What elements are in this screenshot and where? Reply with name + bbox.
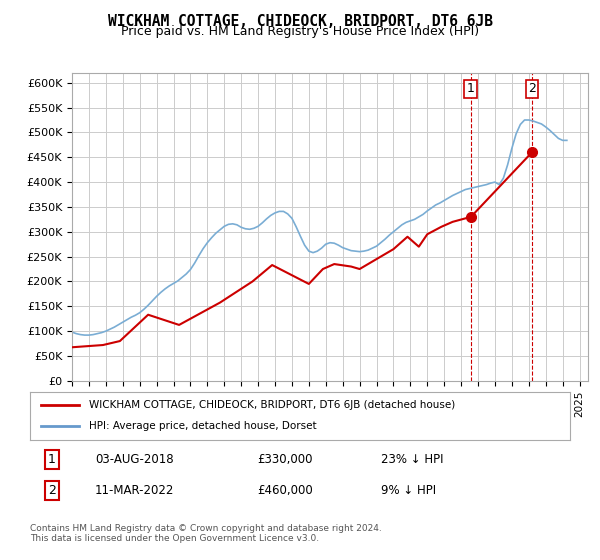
Text: 1: 1 [47,453,56,466]
Text: 2: 2 [528,82,536,95]
Text: 11-MAR-2022: 11-MAR-2022 [95,484,174,497]
Text: WICKHAM COTTAGE, CHIDEOCK, BRIDPORT, DT6 6JB: WICKHAM COTTAGE, CHIDEOCK, BRIDPORT, DT6… [107,14,493,29]
Text: HPI: Average price, detached house, Dorset: HPI: Average price, detached house, Dors… [89,421,317,431]
Text: Contains HM Land Registry data © Crown copyright and database right 2024.
This d: Contains HM Land Registry data © Crown c… [30,524,382,543]
Text: 1: 1 [467,82,475,95]
Text: Price paid vs. HM Land Registry's House Price Index (HPI): Price paid vs. HM Land Registry's House … [121,25,479,38]
Text: 03-AUG-2018: 03-AUG-2018 [95,453,173,466]
Text: £330,000: £330,000 [257,453,312,466]
Text: 2: 2 [47,484,56,497]
Text: £460,000: £460,000 [257,484,313,497]
Text: 9% ↓ HPI: 9% ↓ HPI [381,484,436,497]
Text: WICKHAM COTTAGE, CHIDEOCK, BRIDPORT, DT6 6JB (detached house): WICKHAM COTTAGE, CHIDEOCK, BRIDPORT, DT6… [89,400,455,410]
Text: 23% ↓ HPI: 23% ↓ HPI [381,453,443,466]
